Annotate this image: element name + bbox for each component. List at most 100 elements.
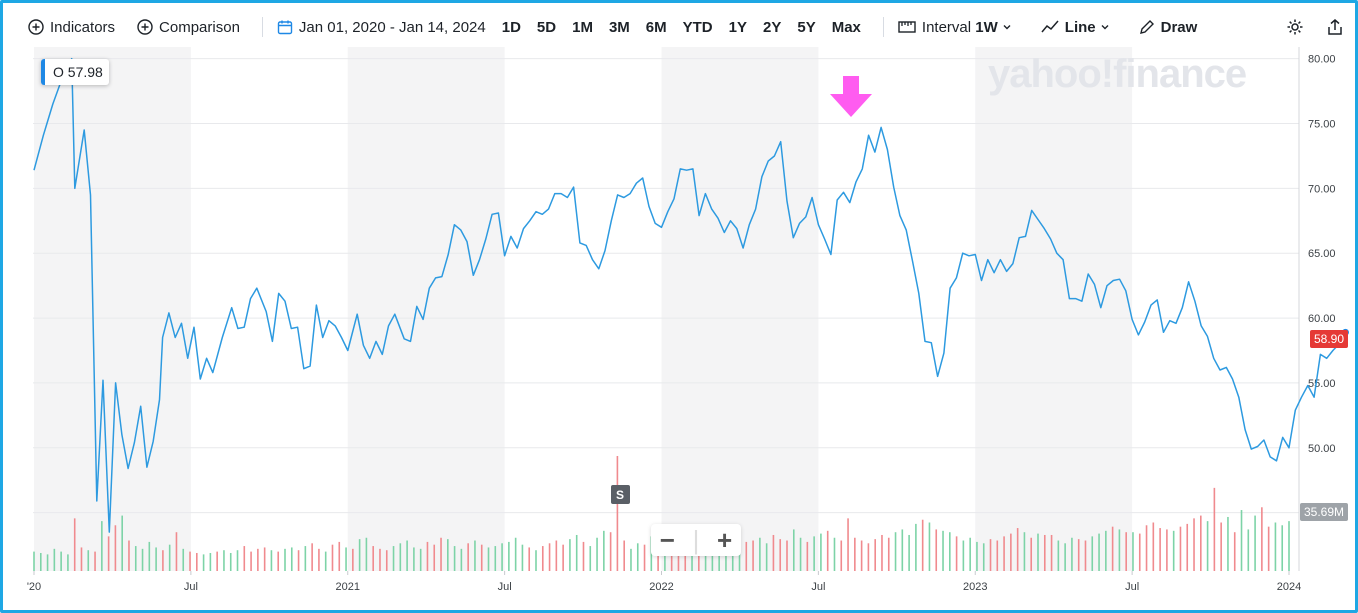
comparison-label: Comparison <box>159 18 240 36</box>
volume-bar <box>311 543 313 571</box>
volume-bar <box>745 541 748 571</box>
volume-bar <box>1247 529 1250 571</box>
yahoo-finance-watermark: yahoo!finance <box>988 52 1247 96</box>
volume-bar <box>1261 507 1263 571</box>
volume-bar <box>87 550 90 571</box>
volume-bar <box>901 529 904 571</box>
volume-bar <box>406 540 408 571</box>
volume-bar <box>575 534 578 571</box>
volume-bar <box>480 544 483 571</box>
range-max[interactable]: Max <box>831 18 861 36</box>
volume-bar <box>908 534 910 571</box>
volume-bar <box>982 543 985 571</box>
y-tick-label: 80.00 <box>1308 54 1336 66</box>
range-1y[interactable]: 1Y <box>728 18 747 36</box>
volume-bar <box>989 539 992 571</box>
volume-bar <box>501 543 503 571</box>
volume-bar <box>345 547 347 571</box>
range-ytd[interactable]: YTD <box>682 18 713 36</box>
volume-bar <box>915 523 917 571</box>
volume-bar <box>1240 510 1243 571</box>
range-3m[interactable]: 3M <box>608 18 630 36</box>
volume-bar <box>765 543 768 571</box>
x-tick-label: Jul <box>811 581 825 593</box>
volume-bar <box>609 532 612 571</box>
volume-bar <box>1267 526 1270 571</box>
volume-bar <box>962 540 965 571</box>
volume-bar <box>555 540 558 571</box>
ruler-icon <box>898 21 916 33</box>
volume-bar <box>1125 532 1127 571</box>
volume-bar <box>854 537 856 571</box>
volume-bar <box>73 518 76 571</box>
volume-bar <box>189 551 191 571</box>
indicators-label: Indicators <box>50 18 116 36</box>
volume-bar <box>365 537 368 571</box>
volume-bar <box>1037 533 1039 571</box>
zoom-divider: | <box>692 524 700 555</box>
volume-bar <box>792 529 795 571</box>
plus-circle-icon <box>137 19 153 35</box>
interval-button[interactable]: Interval 1W <box>898 19 1019 36</box>
volume-bar <box>874 539 876 571</box>
y-tick-label: 70.00 <box>1308 183 1336 195</box>
volume-bar <box>60 551 62 571</box>
volume-bar <box>216 551 218 571</box>
volume-bar <box>596 537 598 571</box>
volume-bar <box>698 546 700 571</box>
volume-bar <box>772 534 775 571</box>
volume-bar <box>1111 526 1114 571</box>
volume-bar <box>1010 533 1012 571</box>
split-marker-label: S <box>616 488 624 502</box>
volume-bar <box>223 550 225 571</box>
zoom-out-button[interactable]: − <box>659 524 675 555</box>
split-marker[interactable] <box>611 485 630 504</box>
volume-bar <box>284 548 286 571</box>
volume-bar <box>1050 534 1053 571</box>
volume-bar <box>331 544 334 571</box>
range-6m[interactable]: 6M <box>645 18 667 36</box>
volume-bar <box>704 544 707 571</box>
volume-tag: 35.69M <box>1299 503 1348 521</box>
range-5y[interactable]: 5Y <box>797 18 816 36</box>
range-1d[interactable]: 1D <box>501 18 521 36</box>
current-price-tag: 58.90 <box>1309 330 1348 348</box>
volume-bar <box>53 548 56 571</box>
volume-bar <box>1200 515 1202 571</box>
indicators-button[interactable]: Indicators <box>28 19 115 36</box>
volume-bar <box>935 529 938 571</box>
range-5d[interactable]: 5D <box>536 18 557 36</box>
date-range-button[interactable]: Jan 01, 2020 - Jan 14, 2024 <box>277 19 486 36</box>
volume-bar <box>487 547 490 571</box>
volume-bar <box>1159 528 1161 571</box>
volume-bar <box>148 541 151 571</box>
volume-bar <box>636 543 639 571</box>
draw-button[interactable]: Draw <box>1139 19 1197 36</box>
share-icon[interactable] <box>1326 18 1344 36</box>
volume-bar <box>1172 530 1175 571</box>
volume-bar <box>1084 540 1087 571</box>
period-band <box>661 47 819 571</box>
volume-bar <box>1016 528 1019 571</box>
chart-type-button[interactable]: Line <box>1041 19 1117 36</box>
volume-bar <box>474 540 476 571</box>
volume-bar <box>1288 521 1290 571</box>
volume-bar <box>603 530 605 571</box>
volume-bar <box>80 547 83 571</box>
volume-bar <box>1091 536 1094 571</box>
volume-bar <box>616 456 619 571</box>
volume-bar <box>196 552 198 571</box>
volume-bar <box>433 544 436 571</box>
comparison-button[interactable]: Comparison <box>137 19 240 36</box>
volume-bar <box>257 548 259 571</box>
x-tick-label: 2023 <box>963 581 987 593</box>
zoom-in-button[interactable]: + <box>716 524 733 555</box>
period-band <box>347 47 505 571</box>
gear-icon[interactable] <box>1286 18 1304 36</box>
volume-bar <box>942 530 944 571</box>
toolbar-right <box>1286 18 1344 36</box>
range-2y[interactable]: 2Y <box>763 18 782 36</box>
range-1m[interactable]: 1M <box>572 18 593 36</box>
volume-bar <box>413 547 415 571</box>
